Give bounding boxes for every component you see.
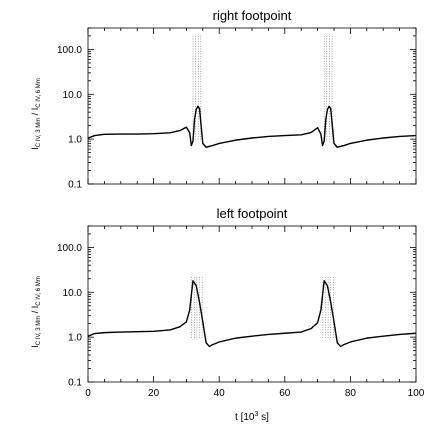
y-axis-label-main: I [30,147,40,150]
panel-title: right footpoint [213,8,292,23]
x-tick-label: 60 [279,388,291,399]
spike-marks [191,276,334,340]
y-tick-label: 1.0 [68,135,82,146]
series-line [87,280,417,348]
y-tick-label: 100.0 [57,243,82,254]
y-tick-label: 1.0 [68,333,82,344]
y-tick-label: 10.0 [63,288,83,299]
y-axis-label: IC IV, 3 Mm / IC IV, 6 Mm [30,276,42,347]
panel-title: left footpoint [217,206,288,221]
y-ticks: 0.1 1.0 10.0 100.0 [57,27,416,191]
y-tick-label: 100.0 [57,45,82,56]
panel-right-footpoint: right footpoint IC IV, 3 Mm / IC IV, 6 M… [30,8,417,191]
spike-marks [192,35,333,142]
series-lines [87,105,417,148]
panel-left-footpoint: left footpoint IC IV, 3 Mm / IC IV, 6 Mm… [30,206,425,423]
series-line [87,105,417,148]
x-axis-label: t [103 s] [235,411,269,423]
y-tick-label: 10.0 [63,90,83,101]
x-ticks [87,28,417,184]
y-tick-label: 0.1 [68,378,82,389]
x-ticks: 0 20 40 60 80 100 [85,226,425,399]
x-tick-label: 20 [148,388,160,399]
x-tick-label: 0 [85,388,91,399]
x-tick-label: 80 [345,388,357,399]
x-tick-label: 40 [214,388,226,399]
svg-text:IC IV, 3 Mm / IC IV, 6 Mm: IC IV, 3 Mm / IC IV, 6 Mm [30,78,42,149]
series-lines [87,280,417,348]
plot-frame [87,27,417,185]
y-tick-label: 0.1 [68,180,82,191]
y-ticks: 0.1 1.0 10.0 100.0 [57,225,416,389]
plot-frame [87,225,417,383]
x-tick-label: 100 [408,388,425,399]
svg-text:IC IV, 3 Mm / IC IV, 6 Mm: IC IV, 3 Mm / IC IV, 6 Mm [30,276,42,347]
y-axis-label: IC IV, 3 Mm / IC IV, 6 Mm [30,78,42,149]
y-axis-label-main: I [30,345,40,348]
